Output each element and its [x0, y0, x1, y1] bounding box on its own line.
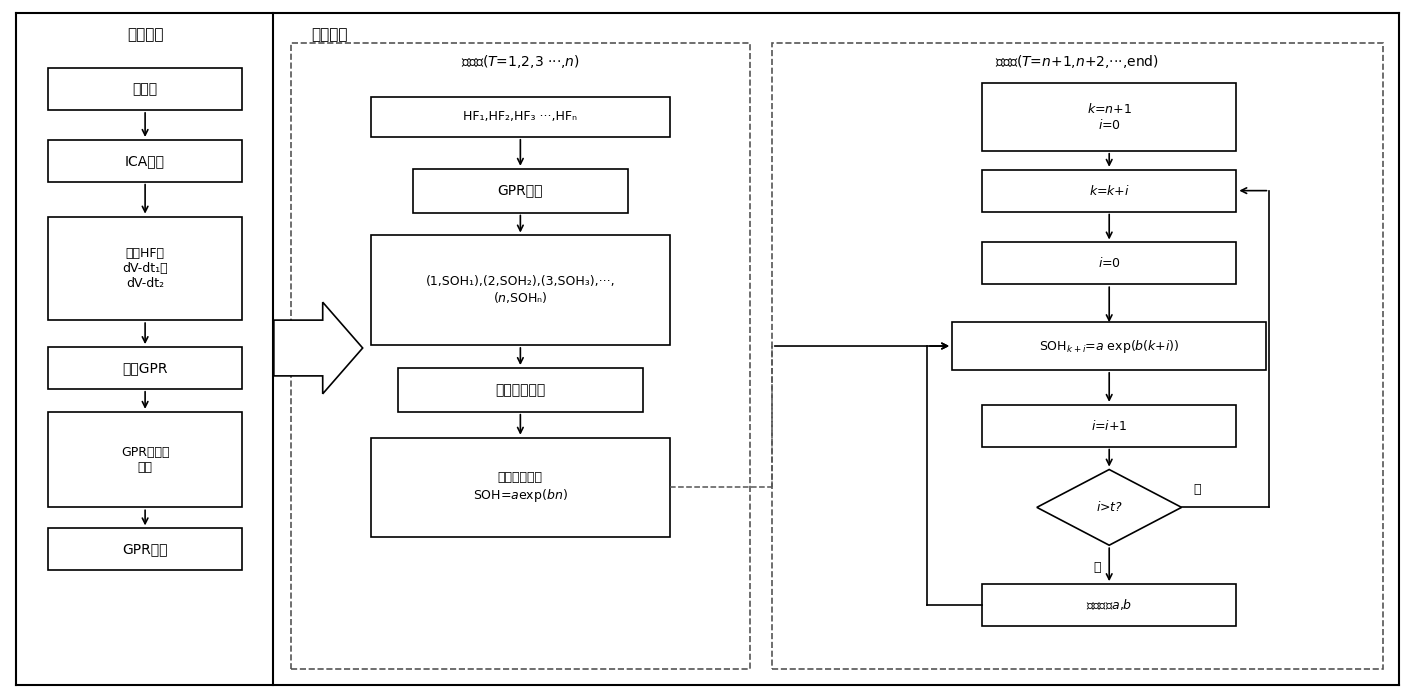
- Text: $k$=$n$+1
$i$=0: $k$=$n$+1 $i$=0: [1086, 102, 1132, 132]
- FancyBboxPatch shape: [48, 68, 243, 110]
- FancyBboxPatch shape: [982, 83, 1236, 151]
- Text: 是: 是: [1094, 560, 1101, 574]
- Polygon shape: [274, 302, 363, 394]
- Text: $k$=$k$+$i$: $k$=$k$+$i$: [1089, 184, 1130, 198]
- FancyBboxPatch shape: [982, 584, 1236, 626]
- Text: 离线阶段: 离线阶段: [127, 27, 164, 42]
- Text: HF₁,HF₂,HF₃ ···,HFₙ: HF₁,HF₂,HF₃ ···,HFₙ: [463, 110, 577, 124]
- Text: GPR超参数
优化: GPR超参数 优化: [121, 445, 169, 473]
- Text: (1,SOH₁),(2,SOH₂),(3,SOH₃),···,
($n$,SOHₙ): (1,SOH₁),(2,SOH₂),(3,SOH₃),···, ($n$,SOH…: [426, 275, 615, 306]
- Text: SOH$_{k+i}$=$a$ exp($b$($k$+$i$)): SOH$_{k+i}$=$a$ exp($b$($k$+$i$)): [1038, 338, 1180, 355]
- Text: 否: 否: [1194, 483, 1201, 496]
- FancyBboxPatch shape: [48, 140, 243, 181]
- Text: 更新参数$a$,$b$: 更新参数$a$,$b$: [1086, 597, 1133, 612]
- Text: 拟合指数模型: 拟合指数模型: [495, 383, 546, 397]
- Text: 训练GPR: 训练GPR: [123, 361, 168, 375]
- FancyBboxPatch shape: [371, 97, 670, 137]
- FancyBboxPatch shape: [48, 412, 243, 507]
- FancyBboxPatch shape: [412, 169, 628, 213]
- FancyBboxPatch shape: [371, 235, 670, 345]
- FancyBboxPatch shape: [48, 528, 243, 570]
- FancyBboxPatch shape: [398, 368, 643, 412]
- FancyBboxPatch shape: [371, 438, 670, 537]
- Text: GPR模型: GPR模型: [123, 542, 168, 556]
- Text: 在线阶段: 在线阶段: [310, 27, 347, 42]
- Text: 训练集: 训练集: [133, 82, 158, 96]
- FancyBboxPatch shape: [48, 216, 243, 320]
- Text: 指数老化模型
SOH=$a$exp($bn$): 指数老化模型 SOH=$a$exp($bn$): [473, 471, 567, 504]
- Text: 确定HF：
dV-dt₁，
dV-dt₂: 确定HF： dV-dt₁， dV-dt₂: [123, 247, 168, 290]
- FancyBboxPatch shape: [952, 322, 1267, 370]
- Text: 工作期($T$=$n$+1,$n$+2,···,end): 工作期($T$=$n$+1,$n$+2,···,end): [995, 52, 1160, 70]
- FancyBboxPatch shape: [982, 405, 1236, 447]
- Text: $i$=$i$+1: $i$=$i$+1: [1091, 419, 1127, 433]
- FancyBboxPatch shape: [982, 170, 1236, 211]
- FancyBboxPatch shape: [48, 347, 243, 389]
- Text: 磨合期($T$=1,2,3 ···,$n$): 磨合期($T$=1,2,3 ···,$n$): [461, 52, 580, 70]
- Text: ICA分析: ICA分析: [126, 154, 165, 168]
- Text: $i$=0: $i$=0: [1098, 256, 1120, 270]
- Text: $i$>$t$?: $i$>$t$?: [1095, 500, 1123, 514]
- FancyBboxPatch shape: [982, 242, 1236, 284]
- Text: GPR模型: GPR模型: [498, 184, 543, 198]
- Polygon shape: [1037, 470, 1181, 545]
